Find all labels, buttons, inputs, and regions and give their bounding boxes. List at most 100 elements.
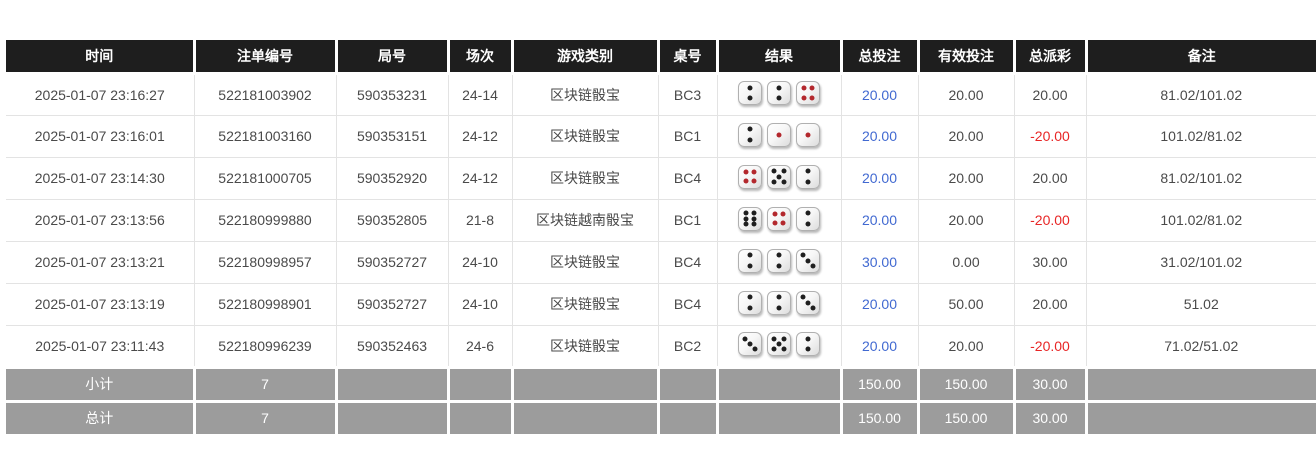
cell-bet_id: 522181003902 bbox=[193, 72, 337, 116]
cell-session: 24-12 bbox=[447, 156, 513, 200]
cell-total_bet[interactable]: 20.00 bbox=[840, 324, 919, 368]
cell-total_bet[interactable]: 20.00 bbox=[840, 72, 919, 116]
summary-count: 7 bbox=[192, 365, 338, 403]
summary-empty-cell bbox=[1084, 365, 1316, 403]
cell-round_no: 590353231 bbox=[335, 72, 449, 116]
die-pip bbox=[752, 346, 758, 352]
die-icon-3 bbox=[796, 248, 820, 273]
cell-table_no: BC1 bbox=[657, 114, 718, 158]
die-pip bbox=[747, 137, 753, 143]
bet-history-table: 时间 注单编号 局号 场次 游戏类别 桌号 结果 总投注 有效投注 总派彩 备注 2025-01-0… bbox=[6, 40, 1316, 437]
die-pip bbox=[810, 263, 816, 269]
die-icon-2 bbox=[796, 332, 820, 356]
cell-game_type: 区块链骰宝 bbox=[511, 156, 659, 200]
die-icon-2 bbox=[796, 206, 820, 231]
cell-session: 21-8 bbox=[447, 198, 513, 242]
summary-label: 小计 bbox=[6, 365, 196, 403]
cell-valid_bet: 50.00 bbox=[917, 282, 1015, 326]
dice-result bbox=[738, 164, 820, 189]
dice-result bbox=[738, 290, 820, 315]
die-pip bbox=[809, 85, 815, 91]
die-pip bbox=[747, 85, 753, 91]
cell-valid_bet: 0.00 bbox=[917, 240, 1015, 284]
cell-total_payout: 30.00 bbox=[1013, 240, 1087, 284]
table-header: 时间 注单编号 局号 场次 游戏类别 桌号 结果 总投注 有效投注 总派彩 备注 bbox=[6, 40, 1316, 75]
die-pip bbox=[743, 178, 749, 184]
summary-empty-cell bbox=[446, 399, 514, 437]
die-pip bbox=[776, 263, 782, 269]
summary-empty-cell bbox=[715, 365, 843, 403]
summary-total-payout: 30.00 bbox=[1012, 399, 1088, 437]
cell-remark: 81.02/101.02 bbox=[1085, 72, 1316, 116]
die-pip bbox=[776, 341, 782, 347]
summary-empty-cell bbox=[446, 365, 514, 403]
table-row: 2025-01-07 23:13:56 522180999880 590352805… bbox=[6, 198, 1316, 242]
cell-round_no: 590352920 bbox=[335, 156, 449, 200]
table-row: 2025-01-07 23:14:30 522181000705 590352920… bbox=[6, 156, 1316, 200]
summary-empty-cell bbox=[656, 365, 719, 403]
cell-result bbox=[716, 324, 842, 368]
column-header-round_no: 局号 bbox=[334, 40, 450, 75]
cell-game_type: 区块链骰宝 bbox=[511, 72, 659, 116]
summary-total-bet: 150.00 bbox=[839, 399, 920, 437]
cell-round_no: 590352463 bbox=[335, 324, 449, 368]
die-icon-2 bbox=[738, 248, 762, 273]
cell-total_payout: -20.00 bbox=[1013, 324, 1087, 368]
cell-time: 2025-01-07 23:14:30 bbox=[6, 156, 195, 200]
die-pip bbox=[747, 126, 753, 132]
die-pip bbox=[742, 336, 748, 342]
die-pip bbox=[781, 179, 787, 185]
grand-total-row: 总计 7 150.00 150.00 30.00 bbox=[6, 399, 1316, 437]
cell-total_payout: 20.00 bbox=[1013, 282, 1087, 326]
cell-remark: 31.02/101.02 bbox=[1085, 240, 1316, 284]
cell-total_bet[interactable]: 20.00 bbox=[840, 282, 919, 326]
cell-total_bet[interactable]: 20.00 bbox=[840, 156, 919, 200]
cell-round_no: 590352727 bbox=[335, 240, 449, 284]
column-header-table_no: 桌号 bbox=[656, 40, 719, 75]
cell-session: 24-6 bbox=[447, 324, 513, 368]
die-pip bbox=[805, 336, 811, 342]
cell-valid_bet: 20.00 bbox=[917, 324, 1015, 368]
die-icon-4 bbox=[767, 206, 791, 231]
column-header-total_payout: 总派彩 bbox=[1012, 40, 1088, 75]
die-icon-4 bbox=[796, 81, 820, 105]
die-pip bbox=[781, 336, 787, 342]
cell-total_bet[interactable]: 30.00 bbox=[840, 240, 919, 284]
die-icon-2 bbox=[738, 81, 762, 105]
die-pip bbox=[805, 179, 811, 185]
header-row: 时间 注单编号 局号 场次 游戏类别 桌号 结果 总投注 有效投注 总派彩 备注 bbox=[6, 40, 1316, 75]
cell-total_bet[interactable]: 20.00 bbox=[840, 198, 919, 242]
cell-remark: 101.02/81.02 bbox=[1085, 198, 1316, 242]
cell-total_payout: -20.00 bbox=[1013, 114, 1087, 158]
die-icon-5 bbox=[767, 164, 791, 189]
dice-result bbox=[738, 81, 820, 105]
summary-label: 总计 bbox=[6, 399, 196, 437]
die-pip bbox=[776, 174, 782, 179]
die-icon-3 bbox=[796, 290, 820, 315]
die-pip bbox=[776, 252, 782, 258]
cell-time: 2025-01-07 23:16:27 bbox=[6, 72, 195, 116]
die-icon-2 bbox=[767, 81, 791, 105]
die-pip bbox=[743, 221, 749, 227]
die-icon-2 bbox=[738, 290, 762, 315]
die-pip bbox=[805, 346, 811, 352]
die-pip bbox=[800, 252, 806, 258]
summary-empty-cell bbox=[1084, 399, 1316, 437]
cell-valid_bet: 20.00 bbox=[917, 156, 1015, 200]
cell-session: 24-10 bbox=[447, 282, 513, 326]
die-pip bbox=[771, 168, 777, 174]
die-pip bbox=[771, 179, 777, 185]
cell-total_bet[interactable]: 20.00 bbox=[840, 114, 919, 158]
table-footer: 小计 7 150.00 150.00 30.00 总计 7 150.00 150.00 30.00 bbox=[6, 365, 1316, 437]
cell-bet_id: 522180999880 bbox=[193, 198, 337, 242]
die-pip bbox=[809, 95, 815, 101]
column-header-time: 时间 bbox=[6, 40, 196, 75]
cell-session: 24-10 bbox=[447, 240, 513, 284]
cell-round_no: 590353151 bbox=[335, 114, 449, 158]
cell-result bbox=[716, 156, 842, 200]
summary-empty-cell bbox=[510, 365, 660, 403]
summary-empty-cell bbox=[334, 399, 450, 437]
table-row: 2025-01-07 23:16:01 522181003160 590353151… bbox=[6, 114, 1316, 158]
die-pip bbox=[805, 210, 811, 216]
die-pip bbox=[743, 169, 749, 175]
